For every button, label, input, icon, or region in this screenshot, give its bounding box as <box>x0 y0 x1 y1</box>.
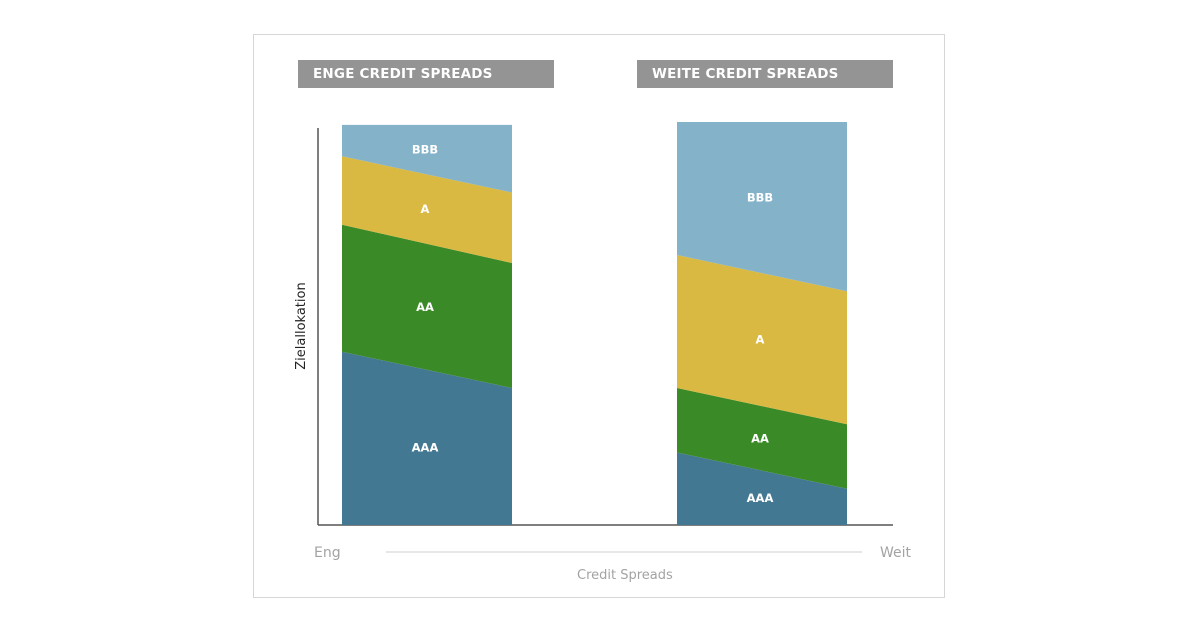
bar-0-label-aa: AA <box>416 300 434 314</box>
x-axis-right-label: Weit <box>880 545 912 561</box>
bar-1-label-aa: AA <box>751 431 769 445</box>
y-axis-label: Zielallokation <box>294 282 309 369</box>
bar-title-weite: WEITE CREDIT SPREADS <box>637 60 893 88</box>
bar-0-label-bbb: BBB <box>412 143 438 157</box>
bar-1-label-bbb: BBB <box>747 191 773 205</box>
bar-0-segment-aa <box>342 224 512 388</box>
x-axis-label: Credit Spreads <box>577 568 673 583</box>
bar-1-label-aaa: AAA <box>747 491 774 505</box>
chart-frame <box>253 34 945 598</box>
bar-0-label-a: A <box>421 202 430 216</box>
bar-0-segment-aaa <box>342 351 512 525</box>
bar-1-segment-aaa <box>677 452 847 525</box>
x-axis-left-label: Eng <box>314 545 341 561</box>
bar-title-enge: ENGE CREDIT SPREADS <box>298 60 554 88</box>
bar-0-label-aaa: AAA <box>412 440 439 454</box>
bar-1-segment-aa <box>677 387 847 489</box>
bar-1-label-a: A <box>756 333 765 347</box>
bar-1-segment-bbb <box>677 122 847 292</box>
bar-0-segment-bbb <box>342 124 512 193</box>
bar-0-segment-a <box>342 156 512 264</box>
bar-1-segment-a <box>677 254 847 425</box>
